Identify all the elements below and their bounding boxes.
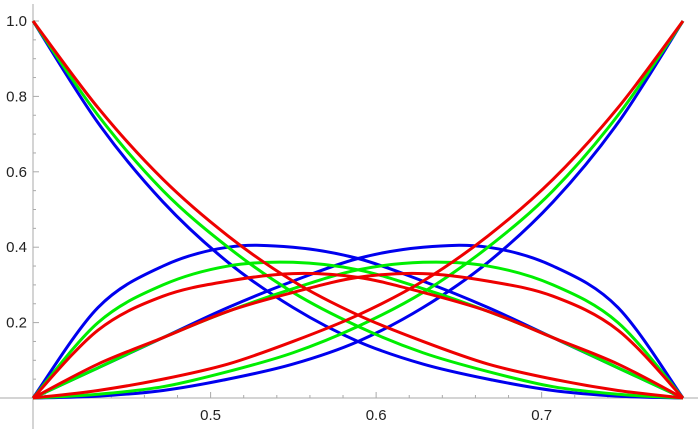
y-tick-label: 0.2 [6,315,27,332]
plot-curves [31,20,685,400]
y-tick-label: 1.0 [6,13,27,30]
axes [0,4,698,429]
green-B3-curve [32,20,685,400]
red-B3-curve [32,20,685,400]
green-B0-curve [31,20,684,400]
blue-B0-curve [31,20,684,400]
red-B2-curve [32,271,685,400]
red-B0-curve [31,20,684,400]
red-B1-curve [31,271,684,400]
x-tick-label: 0.7 [531,407,552,424]
y-tick-label: 0.6 [6,164,27,181]
tick-labels: 0.5 0.6 0.7 0.2 0.4 0.6 0.8 1.0 [6,13,552,424]
blue-B1-curve [31,243,684,400]
x-tick-label: 0.6 [366,407,387,424]
blue-B3-curve [32,20,685,400]
x-tick-label: 0.5 [200,407,221,424]
y-tick-label: 0.4 [6,239,27,256]
blue-B2-curve [32,243,685,400]
y-tick-label: 0.8 [6,88,27,105]
